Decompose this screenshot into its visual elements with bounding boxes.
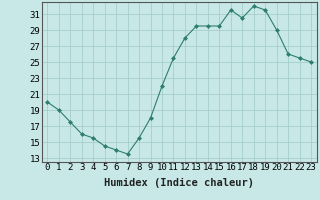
X-axis label: Humidex (Indice chaleur): Humidex (Indice chaleur) [104,178,254,188]
